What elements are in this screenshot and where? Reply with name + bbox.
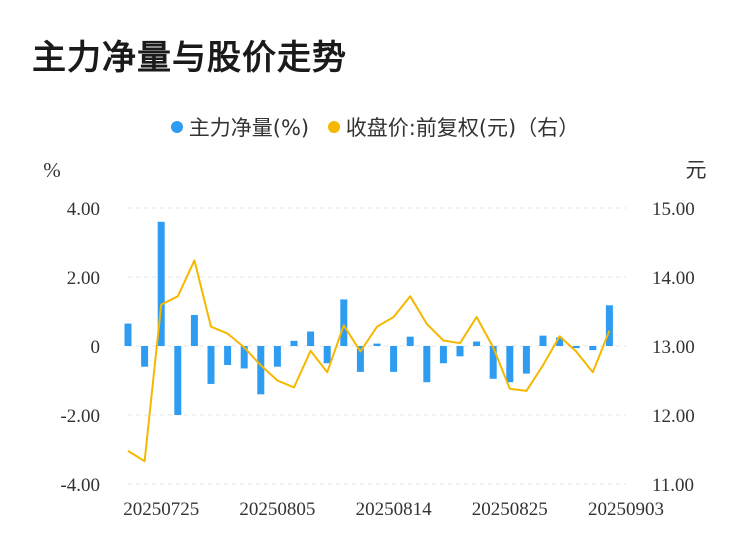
bar bbox=[456, 346, 464, 357]
y-left-tick-label: 4.00 bbox=[67, 199, 100, 220]
bar bbox=[190, 314, 198, 346]
bar bbox=[589, 346, 597, 351]
bar bbox=[539, 335, 547, 346]
bar bbox=[141, 346, 149, 367]
y-left-axis: 4.00 2.00 0 -2.00 -4.00 bbox=[60, 199, 100, 496]
legend-marker-bar bbox=[170, 121, 183, 133]
bar bbox=[224, 346, 232, 365]
legend: 主力净量(%) 收盘价:前复权(元)（右） bbox=[0, 112, 750, 142]
y-right-tick-label: 14.00 bbox=[652, 268, 695, 289]
bar bbox=[257, 346, 265, 395]
bar bbox=[373, 343, 381, 346]
y-left-tick-label: -4.00 bbox=[60, 475, 100, 496]
bar bbox=[522, 346, 530, 374]
bar bbox=[290, 340, 298, 346]
bar bbox=[340, 299, 348, 346]
bar bbox=[174, 346, 182, 415]
bar bbox=[307, 331, 315, 346]
bar bbox=[556, 337, 564, 346]
bar bbox=[124, 323, 132, 346]
bar bbox=[406, 336, 414, 346]
x-tick-label: 20250805 bbox=[239, 499, 315, 520]
bar-series bbox=[124, 221, 613, 415]
bar bbox=[489, 346, 497, 379]
x-tick-label: 20250814 bbox=[356, 499, 433, 520]
y-right-tick-label: 15.00 bbox=[652, 199, 695, 220]
legend-label-net-volume: 主力净量(%) bbox=[188, 116, 310, 140]
bar bbox=[157, 221, 165, 346]
y-right-unit-label: 元 bbox=[686, 158, 707, 182]
y-left-tick-label: -2.00 bbox=[60, 406, 100, 427]
bar bbox=[273, 346, 281, 367]
bar bbox=[423, 346, 431, 383]
bar bbox=[323, 346, 331, 364]
y-left-unit-label: % bbox=[43, 158, 61, 182]
bar bbox=[439, 346, 447, 364]
legend-label-close-price: 收盘价:前复权(元)（右） bbox=[345, 116, 580, 140]
chart-title: 主力净量与股价走势 bbox=[32, 38, 347, 78]
bar bbox=[572, 346, 580, 349]
bar bbox=[356, 346, 364, 372]
x-tick-label: 20250825 bbox=[472, 499, 548, 520]
bar bbox=[473, 341, 481, 346]
legend-item-net-volume[interactable]: 主力净量(%) bbox=[170, 112, 310, 142]
bar bbox=[207, 346, 215, 384]
bar bbox=[240, 346, 248, 369]
legend-marker-line bbox=[327, 121, 340, 133]
y-right-tick-label: 11.00 bbox=[652, 475, 694, 496]
x-tick-label: 20250725 bbox=[123, 499, 199, 520]
bar bbox=[605, 305, 613, 346]
line-series bbox=[127, 259, 611, 463]
bar bbox=[506, 346, 514, 383]
y-left-tick-label: 2.00 bbox=[67, 268, 100, 289]
bar bbox=[390, 346, 398, 372]
y-right-tick-label: 13.00 bbox=[652, 337, 695, 358]
y-left-tick-label: 0 bbox=[91, 337, 101, 358]
y-right-tick-label: 12.00 bbox=[652, 406, 695, 427]
x-tick-label: 20250903 bbox=[588, 499, 664, 520]
y-right-axis: 15.00 14.00 13.00 12.00 11.00 bbox=[652, 199, 695, 496]
x-axis: 20250725 20250805 20250814 20250825 20250903 bbox=[123, 499, 664, 520]
close-price-line bbox=[127, 259, 611, 463]
legend-item-close-price[interactable]: 收盘价:前复权(元)（右） bbox=[327, 112, 580, 142]
